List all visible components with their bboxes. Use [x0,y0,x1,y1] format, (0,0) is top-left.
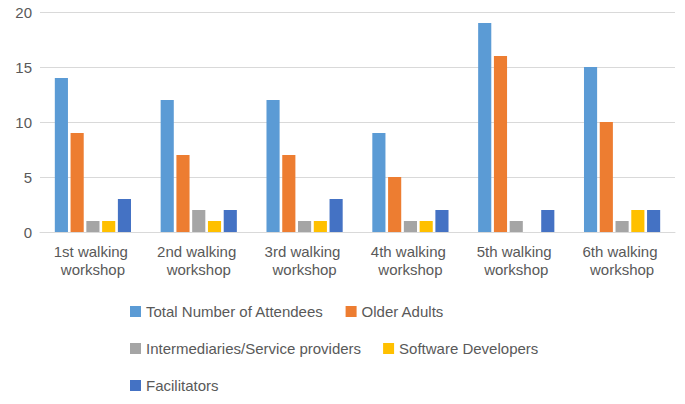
svg-text:workshop: workshop [60,261,125,278]
svg-text:workshop: workshop [271,261,336,278]
svg-text:0: 0 [24,224,32,241]
svg-text:1st walking: 1st walking [54,243,132,260]
svg-text:Total Number of Attendees: Total Number of Attendees [146,303,323,320]
svg-text:workshop: workshop [483,261,548,278]
svg-text:Older Adults: Older Adults [362,303,444,320]
svg-text:workshop: workshop [166,261,231,278]
svg-text:Software Developers: Software Developers [399,340,538,357]
svg-text:4th walking: 4th walking [371,243,450,260]
svg-text:20: 20 [15,4,32,21]
svg-text:workshop: workshop [377,261,442,278]
svg-text:Intermediaries/Service provide: Intermediaries/Service providers [146,340,361,357]
svg-text:5: 5 [24,169,32,186]
svg-text:5th walking: 5th walking [477,243,556,260]
svg-text:6th walking: 6th walking [582,243,661,260]
svg-text:3rd walking: 3rd walking [265,243,345,260]
svg-text:workshop: workshop [589,261,654,278]
svg-text:10: 10 [15,114,32,131]
svg-text:15: 15 [15,59,32,76]
svg-text:2nd walking: 2nd walking [157,243,240,260]
svg-text:Facilitators: Facilitators [146,377,219,394]
